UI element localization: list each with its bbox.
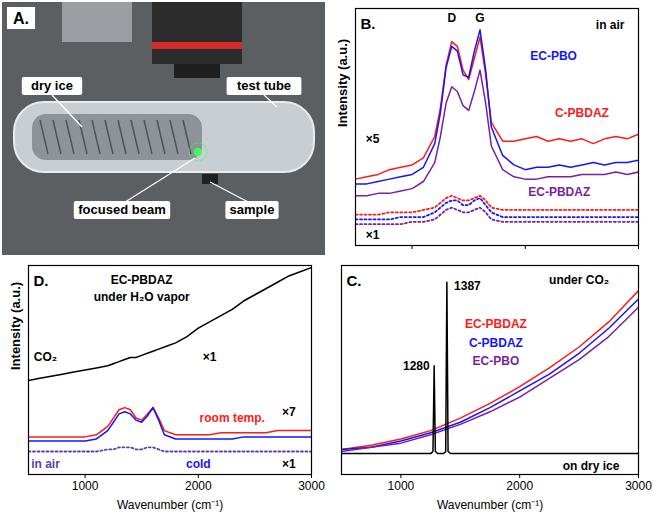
svg-text:EC-PBO: EC-PBO <box>473 354 520 368</box>
svg-text:Wavenumber (cm⁻¹): Wavenumber (cm⁻¹) <box>117 498 223 512</box>
svg-text:D: D <box>447 11 456 25</box>
svg-text:1000: 1000 <box>72 479 99 493</box>
svg-text:3000: 3000 <box>625 479 652 493</box>
svg-text:focused beam: focused beam <box>78 202 165 217</box>
svg-text:Intensity (a.u.): Intensity (a.u.) <box>335 39 350 127</box>
svg-text:dry ice: dry ice <box>31 78 73 93</box>
svg-text:Wavenumber (cm⁻¹): Wavenumber (cm⁻¹) <box>437 498 543 512</box>
svg-text:1387: 1387 <box>454 279 481 293</box>
svg-text:2000: 2000 <box>185 479 212 493</box>
svg-text:test tube: test tube <box>237 78 291 93</box>
svg-text:B.: B. <box>361 15 376 32</box>
svg-text:×1: ×1 <box>282 457 296 471</box>
svg-text:Intensity (a.u.): Intensity (a.u.) <box>8 282 23 370</box>
svg-text:1000: 1000 <box>388 479 415 493</box>
svg-text:in air: in air <box>596 18 625 32</box>
svg-text:D.: D. <box>34 272 49 289</box>
svg-text:on dry ice: on dry ice <box>563 459 620 473</box>
svg-text:under CO₂: under CO₂ <box>549 273 609 287</box>
svg-text:sample: sample <box>230 202 275 217</box>
svg-text:3000: 3000 <box>298 479 325 493</box>
svg-text:×7: ×7 <box>282 405 296 419</box>
svg-text:under H₂O vapor: under H₂O vapor <box>94 290 190 304</box>
svg-text:in air: in air <box>31 457 60 471</box>
svg-text:room temp.: room temp. <box>200 411 265 425</box>
svg-text:A.: A. <box>13 10 29 27</box>
svg-text:EC-PBO: EC-PBO <box>530 49 577 63</box>
svg-text:2000: 2000 <box>506 479 533 493</box>
svg-text:cold: cold <box>186 457 211 471</box>
svg-text:×1: ×1 <box>366 228 380 242</box>
svg-text:C.: C. <box>347 272 362 289</box>
svg-text:C-PBDAZ: C-PBDAZ <box>469 336 523 350</box>
svg-text:EC-PBDAZ: EC-PBDAZ <box>528 185 590 199</box>
svg-text:CO₂: CO₂ <box>34 350 57 364</box>
svg-text:C-PBDAZ: C-PBDAZ <box>555 106 609 120</box>
svg-text:×5: ×5 <box>366 132 380 146</box>
svg-text:1280: 1280 <box>403 359 430 373</box>
svg-text:×1: ×1 <box>203 350 217 364</box>
svg-text:G: G <box>475 11 484 25</box>
svg-text:EC-PBDAZ: EC-PBDAZ <box>465 317 527 331</box>
svg-text:EC-PBDAZ: EC-PBDAZ <box>111 273 173 287</box>
